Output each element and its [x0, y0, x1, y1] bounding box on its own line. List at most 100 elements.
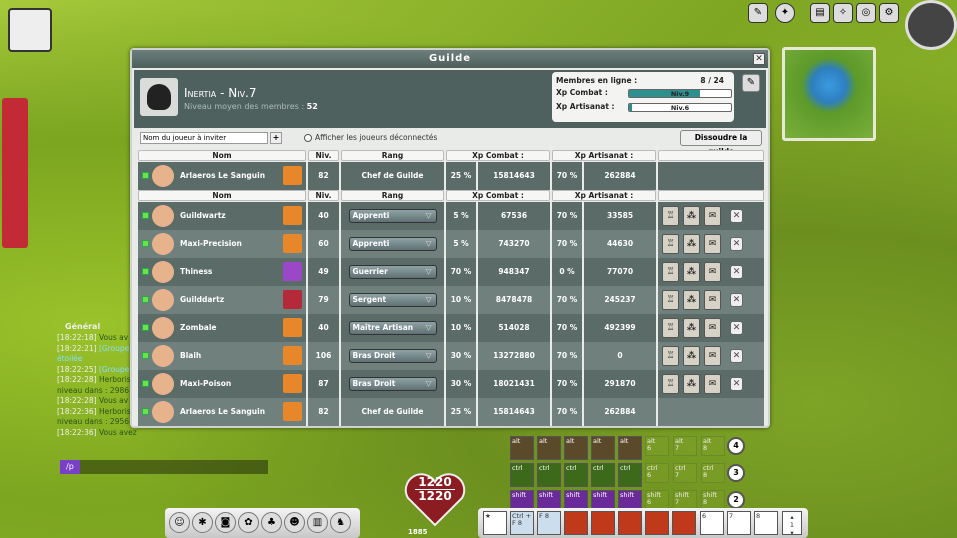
- shortcut-slot[interactable]: F 8: [537, 511, 561, 535]
- member-name[interactable]: Blaih: [180, 351, 202, 360]
- rank-dropdown[interactable]: Bras Droit: [348, 377, 437, 391]
- xp-combat-percent[interactable]: 10 %: [446, 286, 478, 314]
- column-header[interactable]: Xp Artisanat :: [552, 190, 656, 201]
- rights-icon[interactable]: ♖: [662, 234, 679, 254]
- rank-dropdown[interactable]: Maître Artisan: [348, 321, 437, 335]
- spell-slot[interactable]: ctrl: [591, 463, 615, 487]
- empty-spell-slot[interactable]: ctrl 6: [645, 463, 669, 483]
- column-header[interactable]: [658, 190, 764, 201]
- group-invite-icon[interactable]: ⁂: [683, 346, 700, 366]
- message-icon[interactable]: ✉: [704, 290, 721, 310]
- fire-spell-slot[interactable]: [618, 511, 642, 535]
- empty-spell-slot[interactable]: 6: [700, 511, 724, 535]
- rights-icon[interactable]: ♖: [662, 290, 679, 310]
- empty-spell-slot[interactable]: ctrl 7: [673, 463, 697, 483]
- characteristics-icon[interactable]: ☺: [169, 512, 190, 533]
- rank-dropdown[interactable]: Apprenti: [348, 209, 437, 223]
- spell-slot[interactable]: ctrl: [537, 463, 561, 487]
- spell-slot[interactable]: ctrl: [618, 463, 642, 487]
- rank-dropdown[interactable]: Bras Droit: [348, 349, 437, 363]
- message-icon[interactable]: ✉: [704, 318, 721, 338]
- spell-slot[interactable]: alt: [618, 436, 642, 460]
- member-row[interactable]: Arlaeros Le Sanguin 82 Chef de Guilde 25 % 1…: [138, 398, 764, 426]
- kick-button[interactable]: ✕: [730, 377, 743, 391]
- spell-slot[interactable]: alt: [591, 436, 615, 460]
- kick-button[interactable]: ✕: [730, 237, 743, 251]
- column-header[interactable]: Rang: [341, 190, 444, 201]
- xp-craft-percent[interactable]: 0 %: [552, 258, 584, 286]
- kick-button[interactable]: ✕: [730, 265, 743, 279]
- column-header[interactable]: Nom: [138, 190, 306, 201]
- spells-icon[interactable]: ✱: [192, 512, 213, 533]
- member-row[interactable]: Arlaeros Le Sanguin 82 Chef de Guilde 25 % 1…: [138, 162, 764, 190]
- column-header[interactable]: Nom: [138, 150, 306, 161]
- spell-slot[interactable]: ctrl: [510, 463, 534, 487]
- group-invite-icon[interactable]: ⁂: [683, 206, 700, 226]
- mount-icon[interactable]: ♞: [330, 512, 351, 533]
- member-name[interactable]: Guilddartz: [180, 295, 225, 304]
- quests-icon[interactable]: ▥: [307, 512, 328, 533]
- friends-icon[interactable]: ☻: [284, 512, 305, 533]
- group-invite-icon[interactable]: ⁂: [683, 318, 700, 338]
- favorites-icon[interactable]: ★: [483, 511, 507, 535]
- kick-button[interactable]: ✕: [730, 321, 743, 335]
- member-name[interactable]: Guildwartz: [180, 211, 226, 220]
- fire-spell-slot[interactable]: [672, 511, 696, 535]
- rights-icon[interactable]: ♖: [662, 206, 679, 226]
- spell-slot[interactable]: alt: [510, 436, 534, 460]
- message-icon[interactable]: ✉: [704, 234, 721, 254]
- chat-channel-prefix[interactable]: /p: [60, 460, 80, 474]
- message-icon[interactable]: ✉: [704, 262, 721, 282]
- xp-combat-percent[interactable]: 10 %: [446, 314, 478, 342]
- fire-spell-slot[interactable]: [645, 511, 669, 535]
- clock-icon[interactable]: [905, 0, 957, 50]
- xp-craft-percent[interactable]: 70 %: [552, 398, 584, 426]
- xp-combat-percent[interactable]: 25 %: [446, 398, 478, 426]
- column-header[interactable]: Xp Artisanat :: [552, 150, 656, 161]
- column-header[interactable]: Xp Combat :: [446, 190, 550, 201]
- fire-spell-slot[interactable]: [564, 511, 588, 535]
- member-name[interactable]: Maxi-Precision: [180, 239, 242, 248]
- xp-craft-percent[interactable]: 70 %: [552, 314, 584, 342]
- edit-icon[interactable]: ✎: [748, 3, 768, 23]
- member-name[interactable]: Arlaeros Le Sanguin: [180, 171, 266, 180]
- fire-spell-slot[interactable]: [591, 511, 615, 535]
- empty-spell-slot[interactable]: shift 7: [673, 490, 697, 510]
- column-header[interactable]: [658, 150, 764, 161]
- spell-slot[interactable]: alt: [564, 436, 588, 460]
- kick-button[interactable]: ✕: [730, 349, 743, 363]
- radio-icon[interactable]: [304, 134, 312, 142]
- xp-craft-percent[interactable]: 70 %: [552, 202, 584, 230]
- rights-icon[interactable]: ♖: [662, 318, 679, 338]
- group-invite-icon[interactable]: ⁂: [683, 290, 700, 310]
- group-invite-icon[interactable]: ⁂: [683, 262, 700, 282]
- xp-combat-percent[interactable]: 70 %: [446, 258, 478, 286]
- spell-slot[interactable]: alt: [537, 436, 561, 460]
- column-header[interactable]: Xp Combat :: [446, 150, 550, 161]
- empty-spell-slot[interactable]: 8: [754, 511, 778, 535]
- message-icon[interactable]: ✉: [704, 374, 721, 394]
- xp-combat-percent[interactable]: 25 %: [446, 162, 478, 190]
- kick-button[interactable]: ✕: [730, 209, 743, 223]
- empty-spell-slot[interactable]: alt 7: [673, 436, 697, 456]
- shortcut-slot[interactable]: Ctrl + F 8: [510, 511, 534, 535]
- spell-page-button[interactable]: 3: [727, 464, 745, 482]
- spell-page-button[interactable]: 4: [727, 437, 745, 455]
- group-invite-icon[interactable]: ⁂: [683, 374, 700, 394]
- xp-combat-percent[interactable]: 30 %: [446, 370, 478, 398]
- message-icon[interactable]: ✉: [704, 206, 721, 226]
- empty-spell-slot[interactable]: shift 6: [645, 490, 669, 510]
- show-offline-checkbox[interactable]: Afficher les joueurs déconnectés: [304, 133, 437, 142]
- character-portrait[interactable]: [8, 8, 52, 52]
- member-name[interactable]: Thiness: [180, 267, 213, 276]
- xp-craft-percent[interactable]: 70 %: [552, 230, 584, 258]
- invite-add-button[interactable]: +: [270, 132, 282, 144]
- rights-icon[interactable]: ♖: [662, 374, 679, 394]
